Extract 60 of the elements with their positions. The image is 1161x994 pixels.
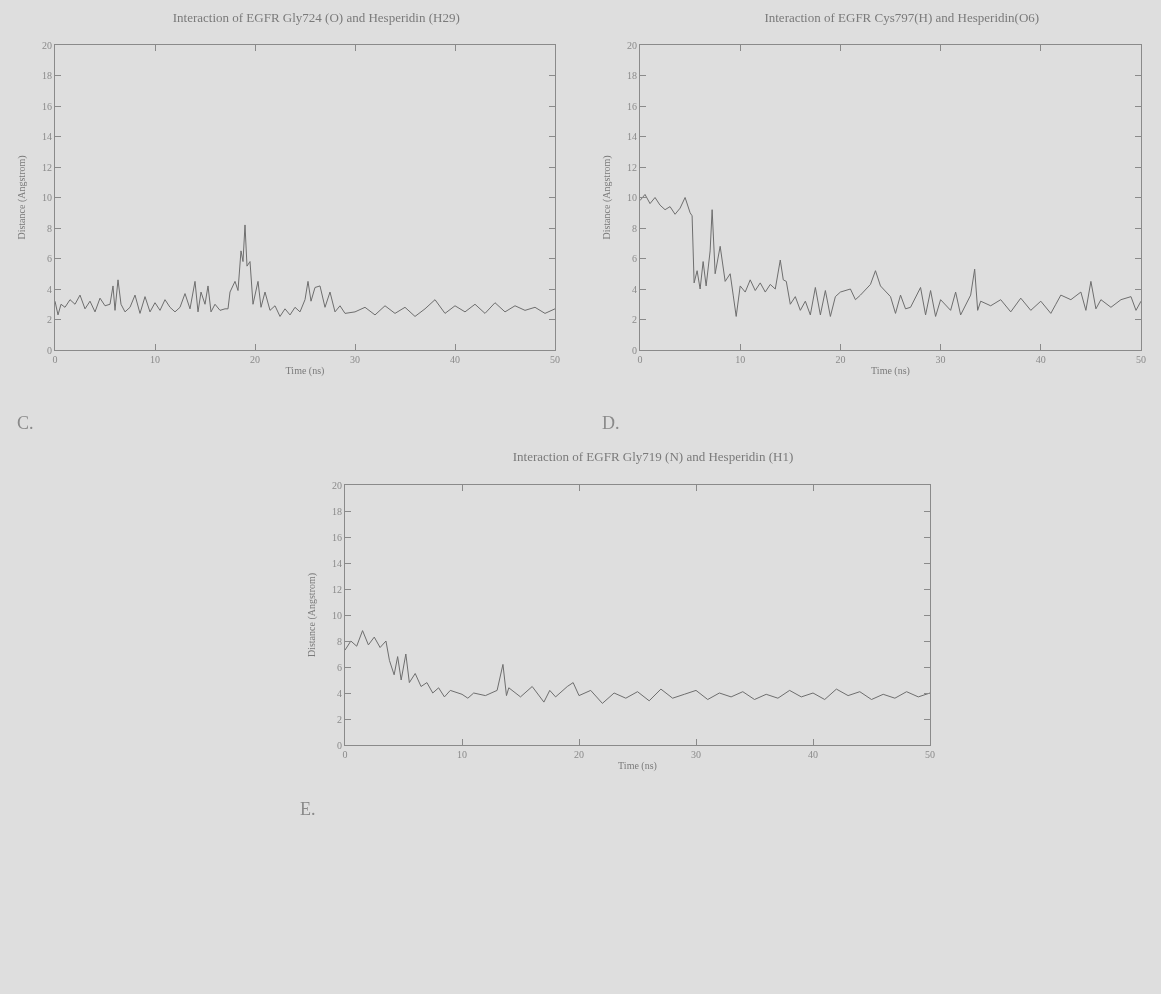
chart-title: Interaction of EGFR Gly724 (O) and Hesperidin (H29) [172, 10, 460, 26]
chart-title: Interaction of EGFR Cys797(H) and Hesperidin(O6) [764, 10, 1040, 26]
x-tick-label: 20 [835, 354, 846, 365]
y-tick-label: 10 [627, 192, 637, 203]
x-tick-label: 40 [808, 749, 818, 760]
y-tick-label: 8 [632, 222, 637, 234]
y-tick-label: 12 [42, 161, 52, 173]
x-tick-label: 50 [1136, 354, 1146, 365]
x-tick-label: 20 [250, 354, 260, 365]
y-tick-label: 12 [332, 583, 342, 595]
y-tick-label: 18 [332, 505, 342, 517]
y-tick-label: 20 [42, 39, 52, 51]
y-tick-label: 4 [47, 283, 52, 295]
y-tick-label: 10 [332, 609, 342, 621]
x-tick-label: 10 [457, 749, 467, 760]
y-tick-label: 16 [627, 100, 637, 112]
x-tick-label: 50 [550, 354, 560, 365]
y-tick-label: 20 [332, 479, 342, 491]
y-tick-label: 14 [627, 131, 637, 142]
x-tick-label: 30 [350, 354, 360, 365]
x-tick-label: 40 [1035, 354, 1046, 365]
y-axis-title: Distance (Angstrom) [16, 155, 28, 240]
line-series [640, 193, 1141, 317]
x-tick-label: 20 [574, 749, 584, 760]
y-axis-title: Distance (Angstrom) [306, 572, 318, 658]
y-tick-label: 10 [42, 192, 52, 203]
line-series [55, 224, 555, 317]
y-tick-label: 14 [332, 557, 342, 569]
y-tick-label: 8 [337, 635, 342, 647]
x-tick-label: 30 [935, 354, 946, 365]
y-tick-label: 8 [47, 222, 52, 234]
x-tick-label: 40 [450, 354, 460, 365]
y-tick-label: 6 [337, 661, 342, 673]
y-tick-label: 18 [627, 70, 637, 81]
text: D. [602, 413, 620, 433]
y-tick-label: 20 [627, 39, 637, 51]
x-axis-title: Time (ns) [285, 364, 325, 377]
y-tick-label: 2 [337, 713, 342, 725]
x-tick-label: 50 [925, 749, 935, 760]
x-axis-title: Time (ns) [871, 364, 910, 377]
y-tick-label: 12 [627, 161, 637, 173]
y-tick-label: 6 [47, 253, 52, 264]
x-tick-label: 10 [735, 354, 746, 365]
x-tick-label: 30 [691, 749, 701, 760]
y-tick-label: 14 [42, 131, 52, 142]
text: C. [17, 413, 34, 433]
y-tick-label: 18 [42, 70, 52, 81]
y-tick-label: 4 [632, 283, 637, 295]
y-tick-label: 16 [42, 100, 52, 112]
line-series [345, 630, 930, 704]
y-tick-label: 2 [632, 314, 637, 325]
y-tick-label: 6 [632, 253, 637, 264]
y-tick-label: 16 [332, 531, 342, 543]
text: E. [300, 799, 316, 819]
x-tick-label: 10 [150, 354, 160, 365]
y-tick-label: 2 [47, 314, 52, 325]
y-tick-label: 4 [337, 687, 342, 699]
y-axis-title: Distance (Angstrom) [601, 155, 613, 240]
chart-title: Interaction of EGFR Gly719 (N) and Hesperidin (H1) [512, 449, 794, 465]
x-axis-title: Time (ns) [618, 759, 657, 772]
